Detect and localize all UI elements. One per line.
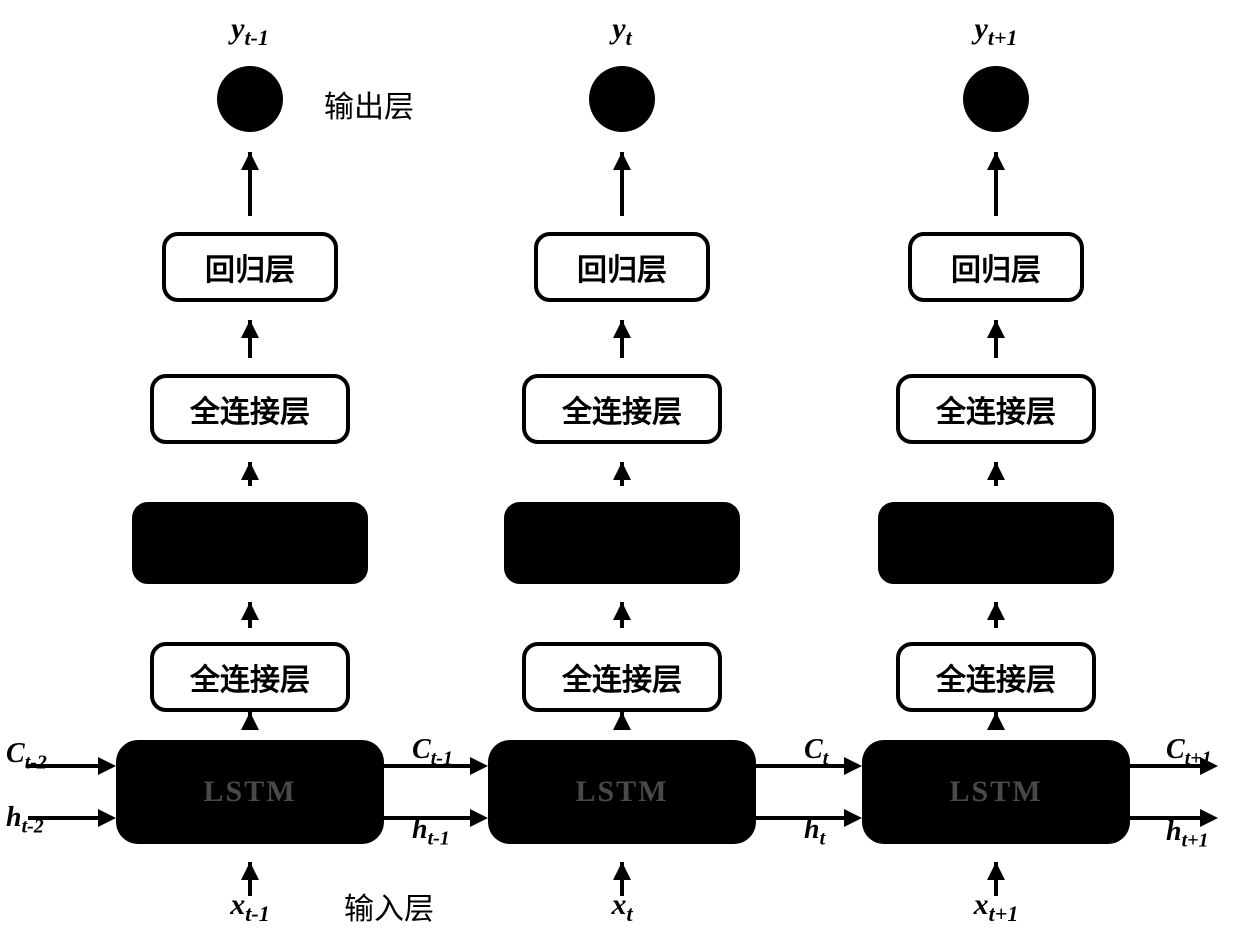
layer-label: 全连接层	[190, 655, 310, 699]
layer-box: 回归层	[162, 232, 338, 302]
layer-label: 回归层	[205, 245, 295, 289]
output-node	[963, 66, 1029, 132]
layer-label: 回归层	[577, 245, 667, 289]
hidden-layer-box	[504, 502, 740, 584]
state-label-h: ht-1	[412, 814, 450, 851]
lstm-label: LSTM	[949, 775, 1042, 809]
layer-label: 全连接层	[562, 655, 682, 699]
state-label-h: ht+1	[1166, 816, 1209, 853]
layer-box: 全连接层	[896, 374, 1096, 444]
state-label-C: Ct-2	[6, 738, 47, 775]
output-label: yt	[562, 12, 682, 51]
layer-box: 全连接层	[150, 374, 350, 444]
input-label: xt+1	[936, 888, 1056, 927]
layer-label: 全连接层	[190, 387, 310, 431]
layer-box: 全连接层	[522, 374, 722, 444]
lstm-label: LSTM	[203, 775, 296, 809]
lstm-unrolled-diagram: yt-1回归层全连接层全连接层LSTMxt-1yt回归层全连接层全连接层LSTM…	[0, 0, 1240, 927]
layer-label: 全连接层	[562, 387, 682, 431]
lstm-label: LSTM	[575, 775, 668, 809]
layer-label: 回归层	[951, 245, 1041, 289]
input-label: xt	[562, 888, 682, 927]
layer-label: 全连接层	[936, 387, 1056, 431]
state-label-C: Ct	[804, 734, 828, 771]
state-label-C: Ct-1	[412, 734, 453, 771]
lstm-cell: LSTM	[488, 740, 756, 844]
state-label-h: ht-2	[6, 802, 44, 839]
layer-box: 全连接层	[896, 642, 1096, 712]
state-label-h: ht	[804, 814, 825, 851]
output-node	[217, 66, 283, 132]
annotation-output-layer: 输出层	[324, 82, 414, 126]
state-label-C: Ct+1	[1166, 734, 1212, 771]
layer-box: 回归层	[534, 232, 710, 302]
output-label: yt+1	[936, 12, 1056, 51]
hidden-layer-box	[132, 502, 368, 584]
input-label: xt-1	[190, 888, 310, 927]
layer-box: 回归层	[908, 232, 1084, 302]
layer-box: 全连接层	[522, 642, 722, 712]
layer-label: 全连接层	[936, 655, 1056, 699]
hidden-layer-box	[878, 502, 1114, 584]
lstm-cell: LSTM	[862, 740, 1130, 844]
layer-box: 全连接层	[150, 642, 350, 712]
lstm-cell: LSTM	[116, 740, 384, 844]
annotation-input-layer: 输入层	[344, 884, 434, 928]
output-label: yt-1	[190, 12, 310, 51]
output-node	[589, 66, 655, 132]
